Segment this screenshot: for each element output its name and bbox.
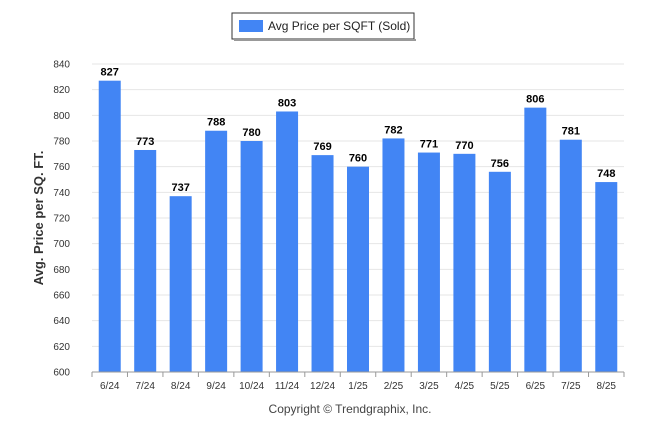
- bar[interactable]: [524, 107, 547, 372]
- bar[interactable]: [382, 138, 405, 372]
- legend-swatch: [239, 20, 263, 32]
- y-tick-label: 680: [53, 265, 70, 276]
- y-axis-ticks: 600 620 640 660 680 700 720 740 760 780 800 820 840: [53, 60, 70, 379]
- data-label: 782: [384, 124, 402, 136]
- copyright-credit: Copyright © Trendgraphix, Inc.: [269, 402, 432, 416]
- bar[interactable]: [169, 196, 192, 372]
- data-label: 827: [101, 67, 119, 79]
- bar[interactable]: [98, 80, 121, 372]
- y-tick-label: 660: [53, 291, 70, 302]
- y-tick-label: 640: [53, 316, 70, 327]
- bar[interactable]: [134, 149, 157, 372]
- y-tick-label: 820: [53, 85, 70, 96]
- legend-shadow: [234, 39, 416, 41]
- data-label: 771: [420, 139, 438, 151]
- data-labels: 827 773 737 788 780 803 769 760 782 771 770 756 806 7…: [101, 67, 616, 195]
- y-tick-label: 720: [53, 214, 70, 225]
- y-tick-label: 620: [53, 342, 70, 353]
- x-axis-ticks: 6/24 7/24 8/24 9/24 10/24 11/24 12/24 1/25 2/25 3…: [91, 372, 625, 392]
- x-tick-label: 5/25: [490, 381, 510, 392]
- x-tick-label: 1/25: [348, 381, 368, 392]
- x-tick-label: 8/24: [171, 381, 191, 392]
- legend[interactable]: Avg Price per SQFT (Sold): [231, 12, 416, 41]
- y-tick-label: 780: [53, 137, 70, 148]
- y-tick-label: 700: [53, 239, 70, 250]
- bar[interactable]: [417, 152, 440, 372]
- data-label: 760: [349, 153, 367, 165]
- y-tick-label: 840: [53, 60, 70, 71]
- x-tick-label: 9/24: [206, 381, 226, 392]
- bar-series: [98, 80, 618, 372]
- data-label: 769: [313, 141, 331, 153]
- data-label: 803: [278, 97, 296, 109]
- x-tick-label: 8/25: [597, 381, 617, 392]
- data-label: 788: [207, 117, 225, 129]
- y-tick-label: 740: [53, 188, 70, 199]
- bar[interactable]: [595, 182, 618, 372]
- x-tick-label: 4/25: [455, 381, 475, 392]
- data-label: 737: [171, 182, 189, 194]
- x-tick-label: 10/24: [239, 381, 264, 392]
- data-label: 770: [455, 140, 473, 152]
- y-tick-label: 760: [53, 162, 70, 173]
- bar[interactable]: [311, 155, 334, 372]
- x-tick-label: 12/24: [310, 381, 335, 392]
- bar[interactable]: [559, 139, 582, 372]
- data-label: 806: [526, 94, 544, 106]
- data-label: 756: [491, 158, 509, 170]
- x-tick-label: 3/25: [419, 381, 439, 392]
- data-label: 781: [562, 126, 580, 138]
- x-tick-label: 6/25: [526, 381, 546, 392]
- bar[interactable]: [453, 153, 476, 372]
- x-tick-label: 7/24: [135, 381, 155, 392]
- bar[interactable]: [240, 141, 263, 372]
- legend-entry-label: Avg Price per SQFT (Sold): [268, 19, 410, 33]
- bar[interactable]: [347, 166, 369, 372]
- x-tick-label: 11/24: [275, 381, 300, 392]
- bar[interactable]: [205, 130, 228, 372]
- data-label: 748: [597, 168, 615, 180]
- y-axis-title: Avg. Price per SQ. FT.: [31, 151, 46, 286]
- y-tick-label: 600: [53, 368, 70, 379]
- bar[interactable]: [276, 111, 299, 372]
- data-label: 773: [136, 136, 154, 148]
- x-tick-label: 2/25: [384, 381, 404, 392]
- y-tick-label: 800: [53, 111, 70, 122]
- bar[interactable]: [488, 171, 511, 372]
- data-label: 780: [242, 127, 260, 139]
- x-tick-label: 7/25: [561, 381, 581, 392]
- x-tick-label: 6/24: [100, 381, 120, 392]
